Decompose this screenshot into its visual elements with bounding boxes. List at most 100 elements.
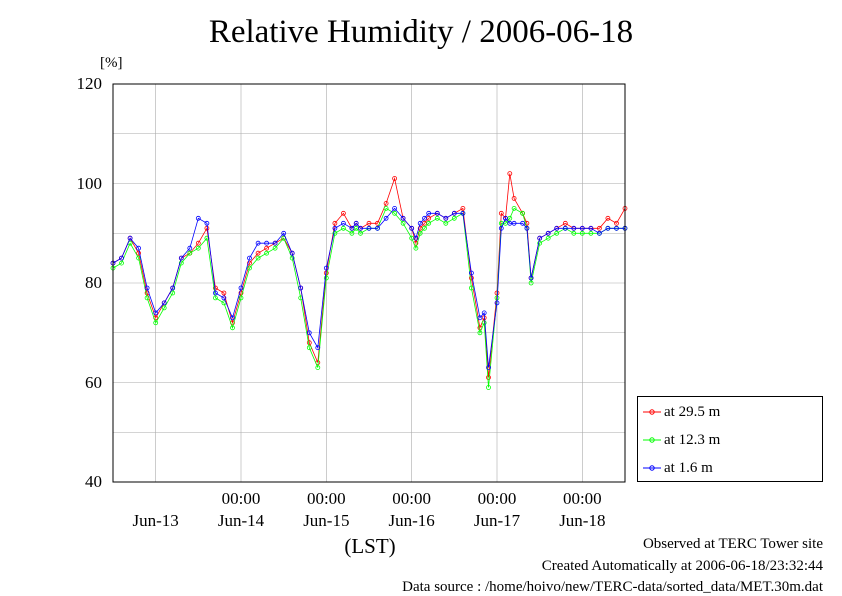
legend-marker-blue: [643, 465, 661, 471]
data-point: [340, 220, 346, 226]
data-point: [413, 235, 419, 241]
data-point: [494, 300, 500, 306]
data-point: [511, 205, 517, 211]
data-point: [588, 225, 594, 231]
series-3: [110, 205, 628, 371]
y-tick-label: 120: [76, 74, 103, 93]
data-point: [136, 245, 142, 251]
data-point: [417, 220, 423, 226]
data-point: [136, 250, 142, 256]
plot-frame: [112, 83, 626, 483]
data-point: [486, 375, 491, 380]
data-point: [422, 225, 427, 231]
legend-item-12-3m: at 12.3 m: [642, 430, 820, 450]
x-day-label: Jun-15: [303, 511, 350, 530]
legend-marker-green: [643, 437, 661, 443]
data-point: [597, 225, 602, 231]
data-point: [340, 210, 346, 216]
data-point: [264, 240, 270, 246]
data-point: [468, 285, 474, 291]
data-point: [413, 245, 419, 251]
data-point: [230, 325, 235, 331]
data-point: [247, 260, 252, 266]
data-point: [375, 225, 380, 231]
data-point: [537, 240, 543, 246]
legend-item-29-5m: at 29.5 m: [642, 402, 820, 422]
data-point: [221, 295, 227, 301]
data-point: [383, 200, 389, 206]
data-point: [306, 345, 312, 351]
data-point: [579, 225, 585, 231]
x-day-label: Jun-18: [559, 511, 606, 530]
data-point: [230, 315, 235, 321]
data-point: [170, 290, 176, 296]
data-point: [498, 225, 504, 231]
footer-site: Observed at TERC Tower site: [642, 536, 823, 552]
data-point: [153, 320, 159, 326]
data-point: [195, 215, 201, 221]
data-point: [451, 215, 457, 221]
data-point: [422, 215, 427, 221]
x-time-tick-label: 00:00: [306, 489, 346, 508]
data-point: [392, 210, 398, 216]
data-point: [554, 225, 560, 231]
data-point: [161, 300, 167, 306]
data-point: [306, 340, 312, 346]
legend-item-1-6m: at 1.6 m: [642, 458, 820, 478]
y-axis-unit: [%]: [100, 55, 123, 71]
data-point: [144, 295, 150, 301]
data-point: [119, 260, 124, 266]
data-point: [315, 345, 321, 351]
data-point: [392, 176, 398, 181]
data-point: [212, 295, 218, 301]
footer-created: Created Automatically at 2006-06-18/23:3…: [541, 558, 823, 574]
data-point: [170, 285, 176, 291]
data-point: [332, 230, 338, 236]
data-point: [255, 240, 261, 246]
data-point: [528, 280, 534, 286]
data-point: [468, 275, 474, 281]
data-point: [409, 225, 415, 231]
data-point: [366, 225, 372, 231]
data-point: [358, 230, 363, 236]
data-point: [426, 210, 432, 216]
data-point: [306, 330, 312, 336]
legend-label: at 29.5 m: [664, 404, 721, 420]
legend: at 29.5 m at 12.3 m at 1.6 m: [637, 396, 823, 482]
data-point: [153, 310, 159, 316]
data-point: [366, 220, 372, 226]
data-point: [127, 235, 133, 241]
legend-label: at 1.6 m: [664, 460, 713, 476]
data-point: [451, 210, 457, 216]
data-point: [349, 230, 355, 236]
x-axis-label: (LST): [344, 534, 396, 558]
data-point: [323, 265, 329, 271]
data-point: [281, 230, 287, 236]
data-point: [571, 230, 577, 236]
data-point: [503, 215, 508, 221]
data-point: [238, 285, 244, 291]
data-point: [204, 220, 210, 226]
grid-layer: [113, 83, 625, 483]
x-time-tick-label: 00:00: [392, 489, 432, 508]
data-point: [434, 210, 440, 216]
data-point: [443, 220, 449, 226]
data-point: [383, 215, 389, 221]
data-point: [195, 240, 201, 246]
data-point: [481, 310, 487, 316]
data-point: [289, 250, 295, 256]
data-point: [323, 275, 329, 281]
data-point: [187, 245, 193, 251]
data-point: [477, 330, 483, 336]
data-point: [605, 215, 611, 221]
x-day-label: Jun-14: [217, 511, 265, 530]
data-point: [400, 215, 406, 221]
data-point: [554, 230, 560, 236]
data-point: [264, 245, 270, 251]
data-point: [255, 250, 261, 256]
data-point: [520, 220, 525, 226]
data-point: [486, 365, 491, 371]
data-point: [144, 285, 150, 291]
data-point: [460, 205, 466, 211]
data-point: [481, 320, 487, 326]
